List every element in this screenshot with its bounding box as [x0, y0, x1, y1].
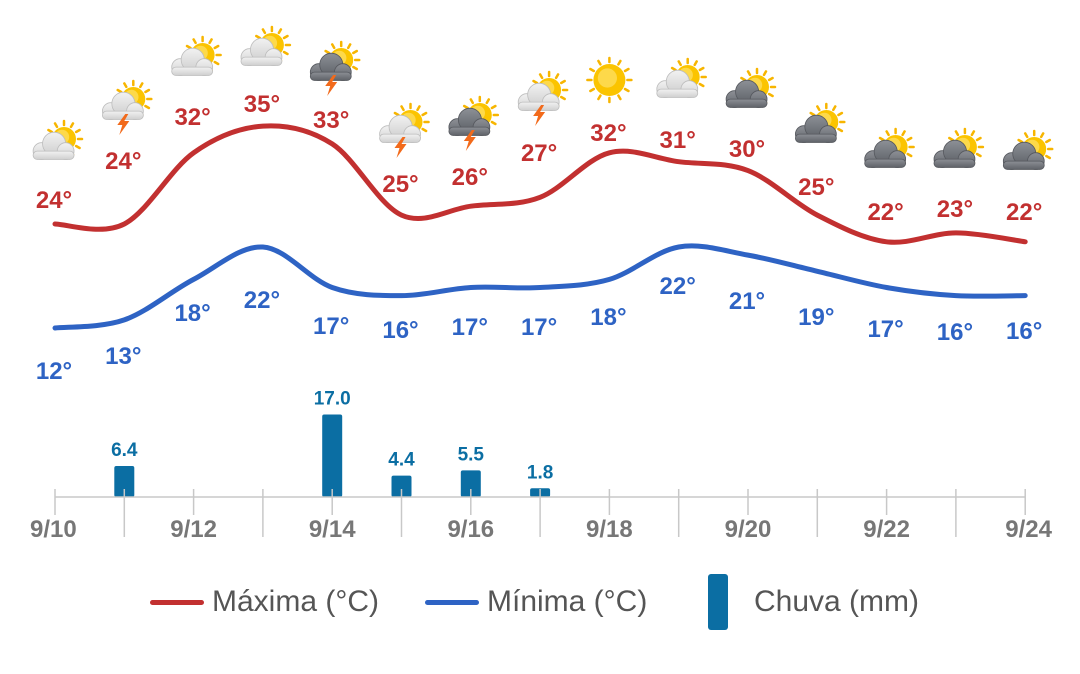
- sun-dark-cloud-icon: [864, 127, 915, 168]
- x-tick-label: 9/20: [725, 516, 772, 543]
- legend-swatch-maxima: [150, 599, 204, 605]
- x-tick-label: 9/22: [863, 516, 910, 543]
- sun-dark-cloud-storm-icon: [448, 95, 500, 151]
- sun-dark-cloud-icon: [794, 102, 846, 143]
- max-temp-label: 25°: [798, 174, 834, 201]
- partly-cloudy-icon: [656, 57, 707, 98]
- x-tick-label: 9/24: [1005, 516, 1052, 543]
- max-temp-label: 24°: [36, 187, 72, 214]
- rain-bar: [391, 475, 412, 497]
- min-temp-label: 16°: [382, 317, 418, 344]
- min-temp-label: 22°: [660, 273, 696, 300]
- min-temp-label: 18°: [174, 300, 210, 327]
- max-temp-label: 22°: [1006, 199, 1042, 226]
- min-temp-label: 17°: [313, 313, 349, 340]
- rain-value-label: 6.4: [111, 440, 138, 461]
- legend-swatch-chuva: [708, 574, 728, 630]
- legend-label-minima: Mínima (°C): [487, 585, 648, 618]
- partly-cloudy-icon: [171, 35, 222, 76]
- rain-value-label: 17.0: [314, 389, 351, 410]
- max-temp-label: 27°: [521, 140, 557, 167]
- min-temp-label: 16°: [1006, 318, 1042, 345]
- max-temp-label: 31°: [660, 127, 696, 154]
- sun-cloud-storm-icon: [102, 79, 153, 135]
- rain-value-label: 5.5: [458, 444, 485, 465]
- rain-bar: [460, 470, 481, 497]
- legend-item-maxima[interactable]: Máxima (°C): [150, 572, 379, 632]
- rain-bar: [322, 414, 343, 497]
- series-line-maxima: [52, 123, 1028, 245]
- max-temp-label: 26°: [452, 164, 488, 191]
- sun-cloud-storm-icon: [517, 70, 569, 126]
- rain-value-label: 1.8: [527, 462, 553, 483]
- min-temp-label: 18°: [590, 304, 626, 331]
- legend-label-maxima: Máxima (°C): [212, 585, 379, 618]
- x-tick-label: 9/14: [309, 516, 356, 543]
- min-temp-label: 16°: [937, 319, 973, 346]
- x-tick-label: 9/12: [170, 516, 217, 543]
- sun-dark-cloud-icon: [933, 127, 985, 168]
- min-temp-label: 17°: [452, 314, 488, 341]
- partly-cloudy-icon: [32, 119, 84, 160]
- legend: Máxima (°C) Mínima (°C) Chuva (mm): [0, 572, 1080, 632]
- max-temp-label: 32°: [174, 104, 210, 131]
- series-line-minima: [52, 243, 1028, 331]
- partly-cloudy-icon: [240, 25, 292, 66]
- x-tick-label: 9/10: [30, 516, 77, 543]
- max-temp-label: 23°: [937, 196, 973, 223]
- rain-value-label: 4.4: [388, 450, 415, 471]
- max-temp-label: 35°: [244, 91, 280, 118]
- min-temp-label: 21°: [729, 288, 765, 315]
- min-temp-label: 19°: [798, 304, 834, 331]
- max-temp-label: 25°: [382, 171, 418, 198]
- legend-item-minima[interactable]: Mínima (°C): [425, 572, 647, 632]
- sun-cloud-storm-icon: [379, 102, 430, 158]
- chart-canvas: 24° 24° 32° 35° 33° 25° 26° 27° 32° 31° 30° 25° 22° 2…: [30, 25, 1054, 543]
- max-temp-label: 22°: [867, 199, 903, 226]
- legend-item-chuva[interactable]: Chuva (mm): [708, 572, 919, 632]
- min-temp-label: 17°: [867, 316, 903, 343]
- min-temp-label: 17°: [521, 314, 557, 341]
- rain-bar: [114, 465, 135, 497]
- sun-dark-cloud-icon: [1002, 129, 1054, 170]
- min-temp-label: 12°: [36, 358, 72, 385]
- sun-dark-cloud-icon: [725, 67, 777, 108]
- x-tick-label: 9/18: [586, 516, 633, 543]
- min-temp-label: 13°: [105, 343, 141, 370]
- max-temp-label: 33°: [313, 107, 349, 134]
- max-temp-label: 24°: [105, 148, 141, 175]
- max-temp-label: 30°: [729, 136, 765, 163]
- sun-dark-cloud-storm-icon: [309, 40, 361, 96]
- min-temp-label: 22°: [244, 287, 280, 314]
- legend-swatch-minima: [425, 599, 479, 605]
- max-temp-label: 32°: [590, 120, 626, 147]
- sun-icon: [586, 56, 633, 104]
- x-tick-label: 9/16: [447, 516, 494, 543]
- legend-label-chuva: Chuva (mm): [754, 585, 920, 618]
